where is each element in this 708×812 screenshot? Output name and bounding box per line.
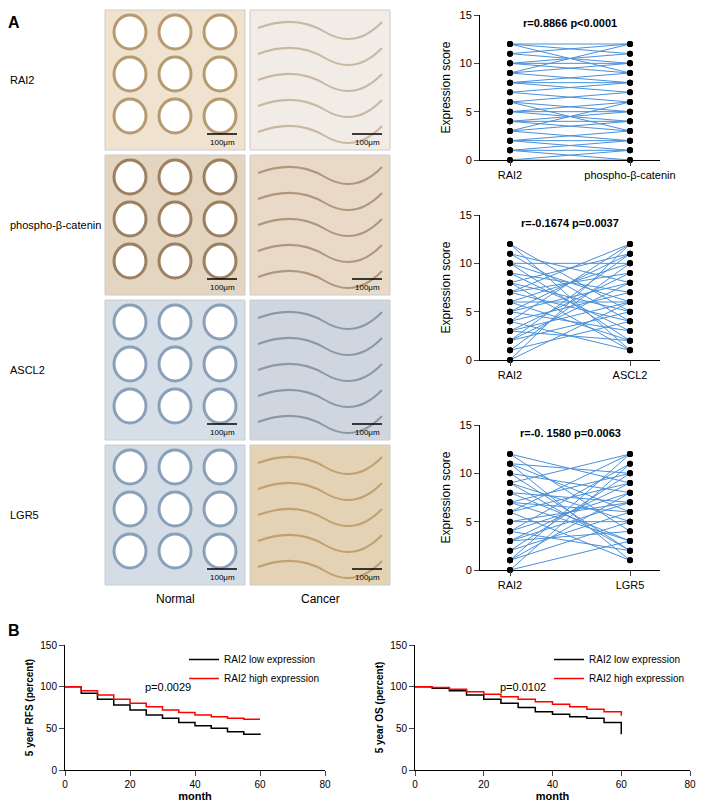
svg-text:100: 100 [390, 681, 407, 692]
svg-text:0: 0 [401, 765, 407, 776]
svg-text:month: month [536, 790, 570, 802]
svg-text:RAI2: RAI2 [498, 579, 522, 591]
svg-text:phospho-β-catenin: phospho-β-catenin [584, 169, 675, 181]
svg-text:month: month [178, 790, 212, 802]
svg-text:100: 100 [40, 681, 57, 692]
svg-text:40: 40 [189, 779, 201, 790]
svg-text:20: 20 [124, 779, 136, 790]
svg-text:A: A [8, 14, 20, 31]
svg-text:p=0.0102: p=0.0102 [500, 681, 546, 693]
svg-text:Expression score: Expression score [439, 41, 453, 133]
svg-text:40: 40 [547, 779, 559, 790]
svg-text:RAI2: RAI2 [10, 74, 34, 86]
svg-text:50: 50 [396, 723, 408, 734]
svg-text:0: 0 [466, 354, 472, 366]
svg-text:ASCL2: ASCL2 [10, 364, 45, 376]
svg-text:150: 150 [390, 640, 407, 651]
svg-text:100μm: 100μm [210, 283, 235, 292]
svg-text:r=-0.1674 p=0.0037: r=-0.1674 p=0.0037 [521, 217, 619, 229]
svg-text:80: 80 [319, 779, 331, 790]
svg-text:100μm: 100μm [355, 428, 380, 437]
svg-text:5 year RFS (percent): 5 year RFS (percent) [24, 659, 35, 756]
svg-text:LGR5: LGR5 [10, 509, 39, 521]
svg-text:0: 0 [412, 779, 418, 790]
svg-text:Expression score: Expression score [439, 241, 453, 333]
svg-text:Expression score: Expression score [439, 451, 453, 543]
svg-text:100μm: 100μm [355, 283, 380, 292]
svg-text:LGR5: LGR5 [616, 579, 645, 591]
svg-text:ASCL2: ASCL2 [613, 369, 648, 381]
svg-text:50: 50 [46, 723, 58, 734]
svg-text:5: 5 [466, 306, 472, 318]
svg-text:r=0.8866 p<0.0001: r=0.8866 p<0.0001 [523, 17, 617, 29]
svg-text:0: 0 [466, 564, 472, 576]
svg-text:RAI2: RAI2 [498, 169, 522, 181]
svg-text:0: 0 [62, 779, 68, 790]
svg-text:60: 60 [616, 779, 628, 790]
svg-text:15: 15 [460, 209, 472, 221]
svg-text:r=-0. 1580 p=0.0063: r=-0. 1580 p=0.0063 [520, 427, 621, 439]
svg-text:5: 5 [466, 106, 472, 118]
svg-text:B: B [8, 622, 20, 639]
svg-text:20: 20 [478, 779, 490, 790]
svg-text:phospho-β-catenin: phospho-β-catenin [10, 219, 101, 231]
svg-text:RAI2 low expression: RAI2 low expression [224, 654, 315, 665]
svg-text:60: 60 [254, 779, 266, 790]
svg-text:RAI2 high expression: RAI2 high expression [589, 673, 684, 684]
svg-text:80: 80 [684, 779, 696, 790]
svg-text:RAI2 high expression: RAI2 high expression [224, 673, 319, 684]
svg-text:0: 0 [466, 154, 472, 166]
svg-text:RAI2: RAI2 [498, 369, 522, 381]
svg-text:RAI2 low expression: RAI2 low expression [589, 654, 680, 665]
svg-text:100μm: 100μm [355, 138, 380, 147]
svg-text:150: 150 [40, 640, 57, 651]
svg-text:5 year OS (percent): 5 year OS (percent) [374, 662, 385, 754]
svg-text:15: 15 [460, 419, 472, 431]
svg-text:Normal: Normal [156, 592, 195, 606]
svg-text:10: 10 [460, 57, 472, 69]
svg-text:100μm: 100μm [210, 428, 235, 437]
svg-text:100μm: 100μm [355, 573, 380, 582]
svg-text:Cancer: Cancer [301, 592, 340, 606]
svg-text:10: 10 [460, 257, 472, 269]
svg-text:100μm: 100μm [210, 573, 235, 582]
svg-text:p=0.0029: p=0.0029 [145, 681, 191, 693]
svg-text:5: 5 [466, 516, 472, 528]
svg-text:10: 10 [460, 467, 472, 479]
svg-text:100μm: 100μm [210, 138, 235, 147]
svg-text:0: 0 [51, 765, 57, 776]
svg-text:15: 15 [460, 9, 472, 21]
